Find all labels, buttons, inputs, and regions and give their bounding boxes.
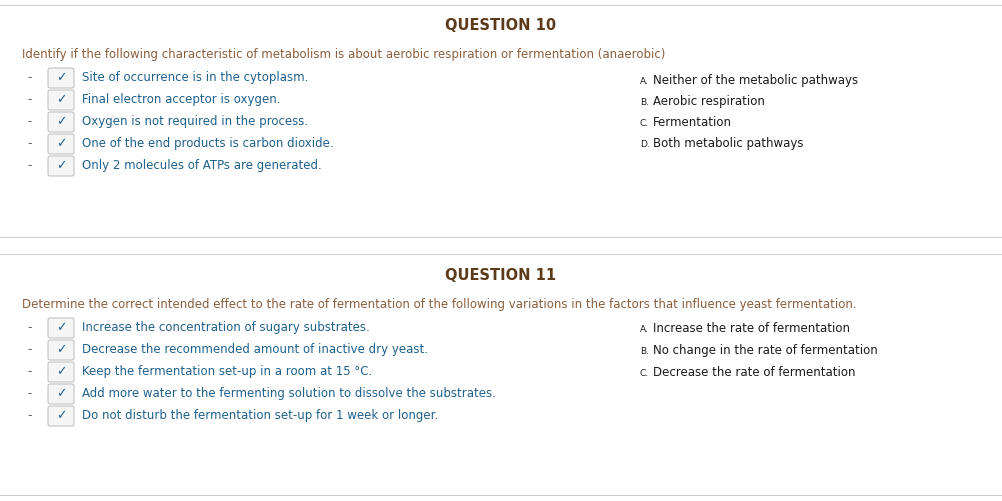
Text: Both metabolic pathways: Both metabolic pathways [652,137,803,150]
Text: Increase the rate of fermentation: Increase the rate of fermentation [652,321,849,334]
Text: B.: B. [639,98,648,107]
Text: Oxygen is not required in the process.: Oxygen is not required in the process. [82,115,308,128]
Text: B.: B. [639,346,648,355]
FancyBboxPatch shape [48,362,74,382]
Text: ✓: ✓ [56,387,66,400]
Text: A.: A. [639,77,648,86]
Text: Site of occurrence is in the cytoplasm.: Site of occurrence is in the cytoplasm. [82,71,308,84]
Text: No change in the rate of fermentation: No change in the rate of fermentation [652,343,877,356]
Text: -: - [28,387,32,400]
Text: -: - [28,115,32,128]
Text: ✓: ✓ [56,409,66,422]
Text: C.: C. [639,119,648,128]
Text: C.: C. [639,368,648,377]
Text: ✓: ✓ [56,343,66,356]
Text: ✓: ✓ [56,321,66,334]
Text: -: - [28,409,32,422]
Text: -: - [28,365,32,378]
FancyBboxPatch shape [48,157,74,177]
FancyBboxPatch shape [48,113,74,133]
Text: ✓: ✓ [56,71,66,84]
FancyBboxPatch shape [48,135,74,155]
Text: QUESTION 11: QUESTION 11 [445,268,556,283]
Text: ✓: ✓ [56,137,66,150]
Text: Increase the concentration of sugary substrates.: Increase the concentration of sugary sub… [82,321,370,334]
Text: Neither of the metabolic pathways: Neither of the metabolic pathways [652,74,858,87]
Text: ✓: ✓ [56,93,66,106]
Text: Add more water to the fermenting solution to dissolve the substrates.: Add more water to the fermenting solutio… [82,387,495,400]
Text: ✓: ✓ [56,365,66,378]
FancyBboxPatch shape [48,340,74,360]
Text: Decrease the rate of fermentation: Decrease the rate of fermentation [652,365,855,378]
Text: QUESTION 10: QUESTION 10 [445,18,556,33]
Text: Do not disturb the fermentation set-up for 1 week or longer.: Do not disturb the fermentation set-up f… [82,409,438,422]
Text: Only 2 molecules of ATPs are generated.: Only 2 molecules of ATPs are generated. [82,159,322,172]
Text: -: - [28,137,32,150]
FancyBboxPatch shape [48,91,74,111]
Text: -: - [28,321,32,334]
Text: Aerobic respiration: Aerobic respiration [652,95,765,108]
Text: Final electron acceptor is oxygen.: Final electron acceptor is oxygen. [82,93,281,106]
Text: Fermentation: Fermentation [652,116,731,129]
Text: Keep the fermentation set-up in a room at 15 °C.: Keep the fermentation set-up in a room a… [82,365,372,378]
FancyBboxPatch shape [48,406,74,426]
Text: -: - [28,93,32,106]
Text: ✓: ✓ [56,115,66,128]
FancyBboxPatch shape [48,69,74,89]
Text: -: - [28,159,32,172]
Text: Determine the correct intended effect to the rate of fermentation of the followi: Determine the correct intended effect to… [22,298,856,311]
Text: A.: A. [639,324,648,333]
Text: -: - [28,71,32,84]
Text: Decrease the recommended amount of inactive dry yeast.: Decrease the recommended amount of inact… [82,343,428,356]
Text: Identify if the following characteristic of metabolism is about aerobic respirat: Identify if the following characteristic… [22,48,664,61]
FancyBboxPatch shape [48,384,74,404]
FancyBboxPatch shape [48,318,74,338]
Text: ✓: ✓ [56,159,66,172]
Text: -: - [28,343,32,356]
Text: One of the end products is carbon dioxide.: One of the end products is carbon dioxid… [82,137,334,150]
Text: D.: D. [639,140,649,149]
